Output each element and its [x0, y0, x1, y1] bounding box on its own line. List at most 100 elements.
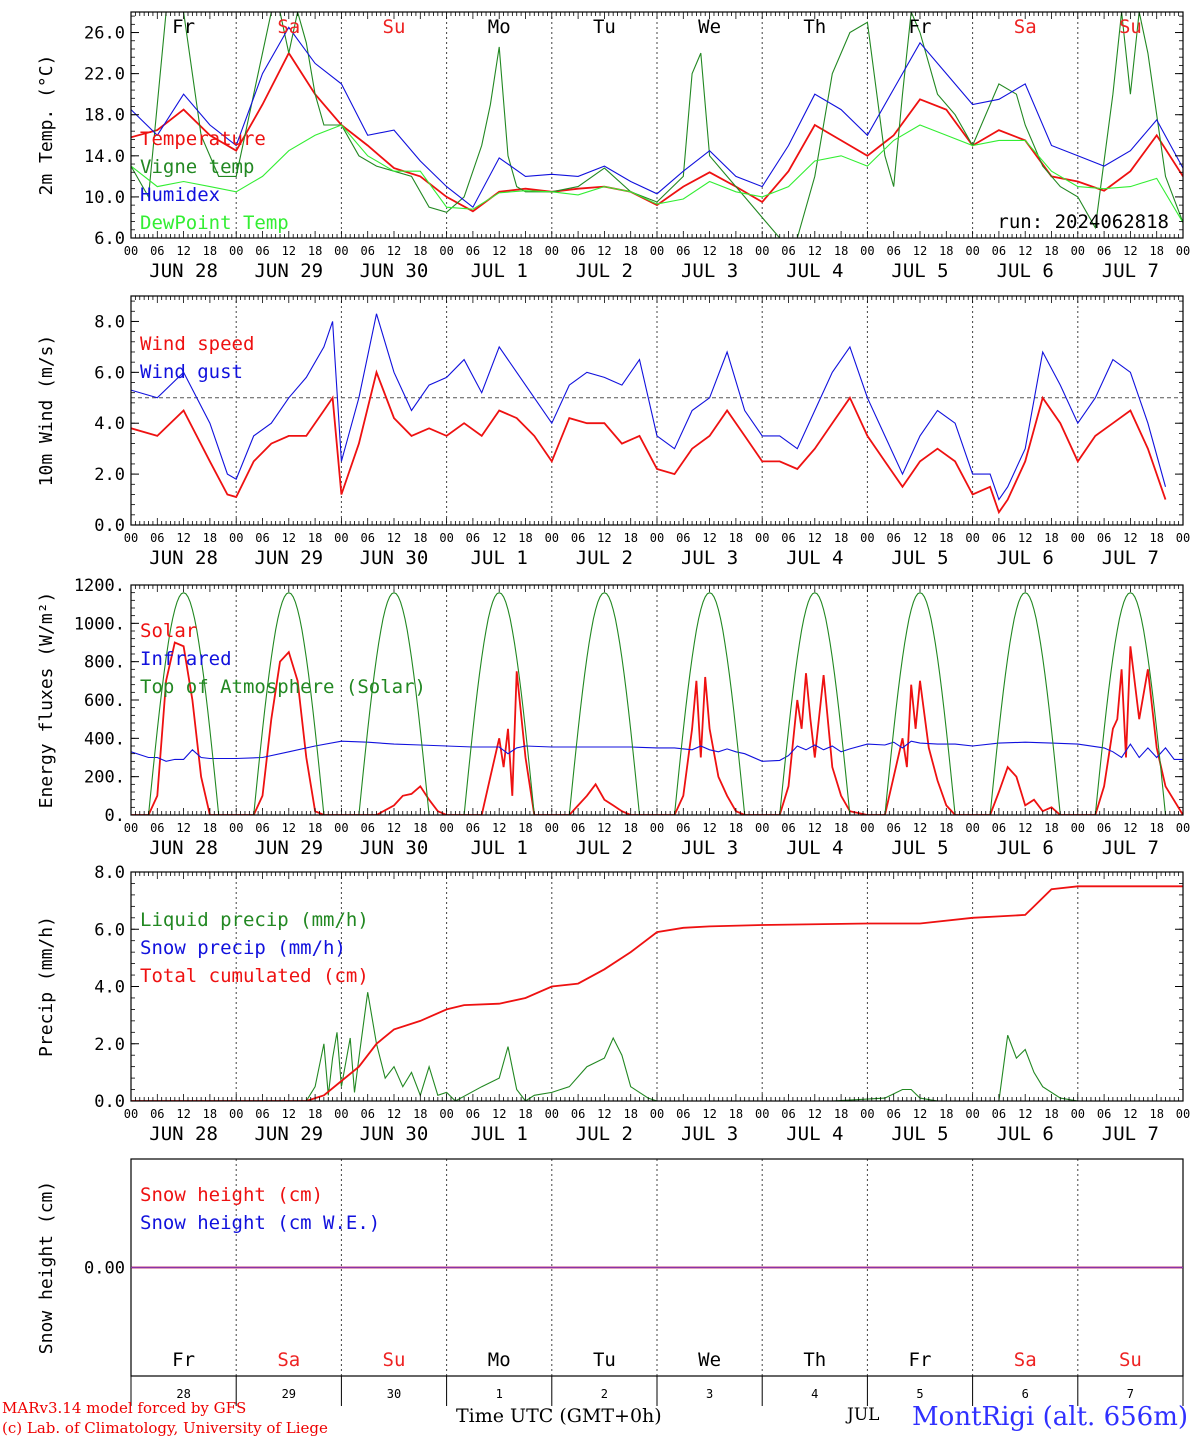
- hour-label: 06: [1097, 244, 1111, 258]
- day-name: Sa: [277, 1349, 300, 1371]
- day-name: Sa: [277, 16, 300, 38]
- hour-label: 12: [597, 821, 611, 835]
- y-axis-label: Precip (mm/h): [36, 916, 57, 1057]
- date-label: JUL 5: [891, 547, 948, 569]
- hour-label: 18: [939, 821, 953, 835]
- hour-label: 06: [886, 244, 900, 258]
- hour-label: 12: [597, 1107, 611, 1121]
- day-number: 29: [282, 1387, 296, 1401]
- hour-label: 06: [150, 1107, 164, 1121]
- hour-label: 00: [1071, 244, 1085, 258]
- hour-label: 00: [965, 1107, 979, 1121]
- hour-label: 00: [1071, 821, 1085, 835]
- hour-label: 12: [282, 1107, 296, 1121]
- date-label: JUL 5: [891, 1123, 948, 1145]
- y-tick-label: 4.0: [94, 414, 125, 434]
- hour-label: 06: [781, 821, 795, 835]
- series-line-temperature-1: [131, 12, 1183, 238]
- hour-label: 12: [176, 531, 190, 545]
- date-label: JUN 28: [149, 260, 218, 282]
- hour-label: 00: [965, 821, 979, 835]
- hour-label: 00: [229, 821, 243, 835]
- series-line-temperature-3: [131, 124, 1183, 223]
- hour-label: 12: [1018, 531, 1032, 545]
- hour-label: 12: [176, 1107, 190, 1121]
- hour-label: 00: [650, 821, 664, 835]
- hour-label: 12: [492, 244, 506, 258]
- hour-label: 00: [755, 1107, 769, 1121]
- hour-label: 00: [124, 821, 138, 835]
- hour-label: 18: [729, 244, 743, 258]
- hour-label: 18: [623, 531, 637, 545]
- hour-label: 18: [1044, 821, 1058, 835]
- hour-label: 00: [229, 531, 243, 545]
- date-label: JUL 5: [891, 837, 948, 859]
- date-label: JUL 6: [997, 837, 1054, 859]
- hour-label: 06: [150, 244, 164, 258]
- y-axis-label: 2m Temp. (°C): [36, 55, 57, 196]
- hour-label: 18: [203, 244, 217, 258]
- y-tick-label: 22.0: [84, 65, 125, 85]
- y-tick-label: 8.0: [94, 863, 125, 883]
- hour-label: 06: [676, 1107, 690, 1121]
- series-line-temperature-2: [131, 26, 1183, 209]
- hour-label: 18: [413, 821, 427, 835]
- date-label: JUL 7: [1102, 1123, 1159, 1145]
- day-name: Sa: [1014, 16, 1037, 38]
- hour-label: 00: [334, 821, 348, 835]
- hour-label: 18: [623, 821, 637, 835]
- legend-entry: Humidex: [140, 184, 220, 206]
- date-label: JUL 2: [576, 837, 633, 859]
- y-tick-label: 400.: [84, 729, 125, 749]
- day-name: Fr: [172, 1349, 195, 1371]
- hour-label: 06: [571, 1107, 585, 1121]
- hour-label: 00: [860, 244, 874, 258]
- hour-label: 00: [860, 821, 874, 835]
- y-tick-label: 2.0: [94, 465, 125, 485]
- date-label: JUL 6: [997, 1123, 1054, 1145]
- date-label: JUL 7: [1102, 260, 1159, 282]
- hour-label: 06: [992, 821, 1006, 835]
- hour-label: 18: [203, 1107, 217, 1121]
- hour-label: 12: [176, 244, 190, 258]
- day-name: Sa: [1014, 1349, 1037, 1371]
- hour-label: 18: [518, 821, 532, 835]
- hour-label: 06: [781, 244, 795, 258]
- date-label: JUL 4: [786, 837, 843, 859]
- hour-label: 06: [781, 531, 795, 545]
- hour-label: 00: [755, 531, 769, 545]
- panel-temperature: 00 06 12 18 00 06 12 18 00 06 12 18 00 06 12 18 00 06 12 18…: [36, 11, 1190, 282]
- hour-label: 12: [492, 821, 506, 835]
- date-label: JUL 2: [576, 547, 633, 569]
- y-tick-label: 4.0: [94, 978, 125, 998]
- hour-label: 00: [1176, 531, 1190, 545]
- credits: MARv3.14 model forced by GFS (c) Lab. of…: [2, 1398, 328, 1438]
- date-label: JUL 2: [576, 260, 633, 282]
- hour-label: 06: [466, 821, 480, 835]
- y-tick-label: 8.0: [94, 312, 125, 332]
- date-label: JUL 7: [1102, 837, 1159, 859]
- hour-label: 18: [729, 1107, 743, 1121]
- hour-label: 00: [1071, 1107, 1085, 1121]
- hour-label: 00: [755, 821, 769, 835]
- series-line-temperature-0: [131, 51, 1183, 213]
- series-line-precip-0: [131, 992, 1183, 1101]
- y-tick-label: 0.0: [94, 1092, 125, 1112]
- hour-label: 12: [282, 821, 296, 835]
- hour-label: 12: [808, 531, 822, 545]
- legend-entry: Wind gust: [140, 361, 243, 383]
- y-tick-label: 600.: [84, 691, 125, 711]
- hour-label: 12: [492, 531, 506, 545]
- hour-label: 12: [387, 1107, 401, 1121]
- hour-label: 18: [623, 244, 637, 258]
- panel-wind: 00 06 12 18 00 06 12 18 00 06 12 18 00 06 12 18 00 06 12 18…: [36, 295, 1190, 569]
- hour-label: 12: [702, 821, 716, 835]
- date-label: JUL 2: [576, 1123, 633, 1145]
- hour-label: 00: [439, 531, 453, 545]
- hour-label: 00: [650, 244, 664, 258]
- y-tick-label: 6.0: [94, 363, 125, 383]
- day-number: 7: [1127, 1387, 1134, 1401]
- legend-entry: Snow height (cm): [140, 1184, 323, 1206]
- hour-label: 12: [702, 1107, 716, 1121]
- date-label: JUN 29: [254, 1123, 323, 1145]
